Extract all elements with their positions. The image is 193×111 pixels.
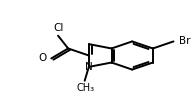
Text: O: O [38, 53, 47, 63]
Text: CH₃: CH₃ [77, 83, 95, 93]
Text: Cl: Cl [53, 23, 63, 33]
Text: N: N [85, 62, 93, 72]
Text: Br: Br [179, 36, 190, 46]
